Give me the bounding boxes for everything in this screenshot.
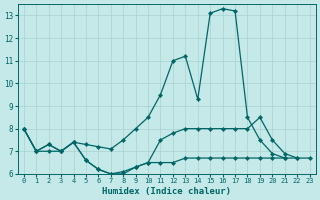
X-axis label: Humidex (Indice chaleur): Humidex (Indice chaleur) (102, 187, 231, 196)
